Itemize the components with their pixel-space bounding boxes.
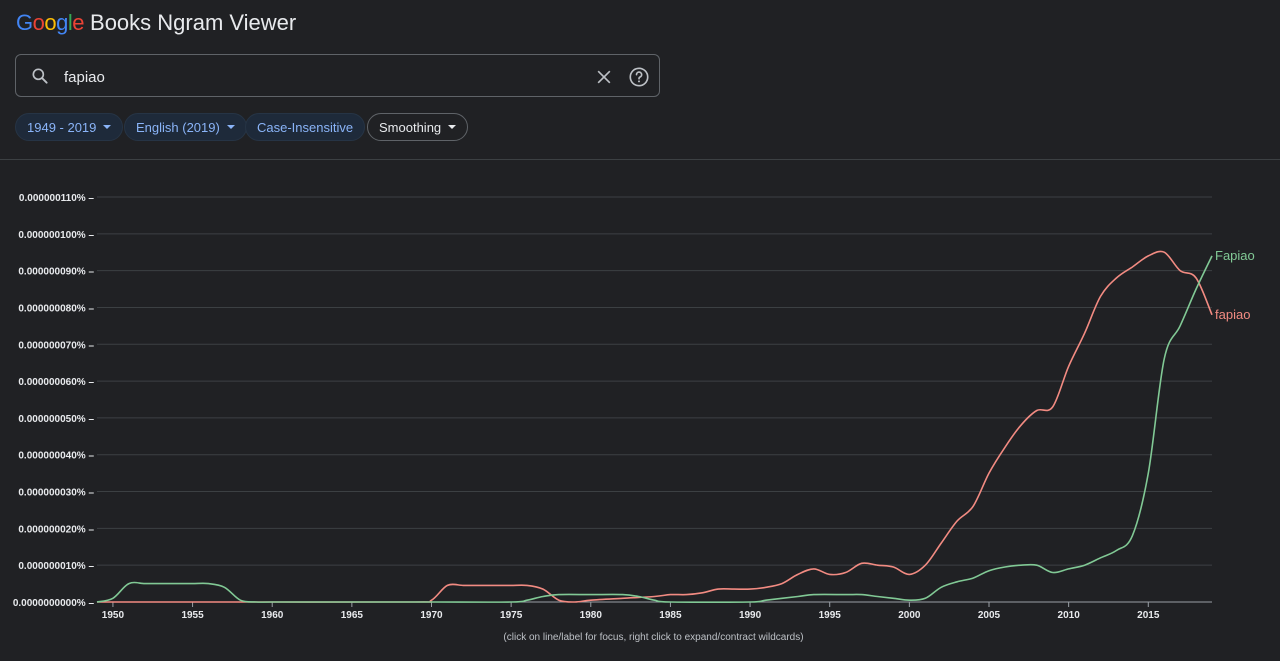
x-tick-label: 1965 — [341, 610, 364, 621]
y-tick-label: 0.000000020% – — [18, 524, 94, 535]
logo-letter: g — [56, 10, 68, 35]
chart-footnote: (click on line/label for focus, right cl… — [503, 632, 804, 643]
y-tick-label: 0.000000090% – — [18, 267, 94, 278]
series-label[interactable]: fapiao — [1215, 307, 1250, 322]
x-tick-label: 1950 — [102, 610, 125, 621]
logo-letter: o — [32, 10, 45, 35]
x-tick-label: 1980 — [580, 610, 603, 621]
google-logo: Google — [16, 10, 85, 36]
y-tick-label: 0.000000030% – — [18, 488, 94, 499]
series-label[interactable]: Fapiao — [1215, 248, 1255, 263]
help-icon[interactable] — [628, 66, 650, 88]
search-input[interactable] — [62, 64, 566, 90]
y-tick-label: 0.000000100% – — [18, 230, 94, 241]
x-tick-label: 1995 — [819, 610, 842, 621]
y-tick-label: 0.000000050% – — [18, 414, 94, 425]
corpus-chip[interactable]: English (2019) — [124, 113, 247, 141]
y-tick-label: 0.000000080% – — [18, 303, 94, 314]
x-tick-label: 2000 — [898, 610, 921, 621]
series-line[interactable] — [96, 255, 1213, 604]
divider — [0, 159, 1280, 160]
smoothing-chip[interactable]: Smoothing — [367, 113, 469, 141]
y-tick-label: 0.000000040% – — [18, 451, 94, 462]
x-tick-label: 1985 — [659, 610, 682, 621]
logo-letter: l — [67, 10, 73, 35]
search-icon[interactable] — [30, 66, 50, 86]
y-tick-label: 0.000000110% – — [19, 193, 95, 204]
chevron-down-icon — [103, 125, 112, 129]
y-tick-label: 0.000000060% – — [18, 377, 94, 388]
year-range-chip[interactable]: 1949 - 2019 — [15, 113, 124, 141]
logo-letter: G — [16, 10, 33, 35]
x-tick-label: 2015 — [1137, 610, 1160, 621]
search-box — [15, 54, 660, 97]
x-tick-label: 1970 — [420, 610, 443, 621]
x-tick-label: 2010 — [1058, 610, 1081, 621]
corpus-label: English (2019) — [136, 119, 220, 135]
app-title: Books Ngram Viewer — [90, 10, 297, 35]
year-range-label: 1949 - 2019 — [27, 119, 97, 135]
case-label: Case-Insensitive — [257, 119, 354, 135]
close-icon[interactable] — [594, 67, 614, 87]
ngram-chart[interactable]: 0.0000000000% – 0.000000010% – 0.000000020… — [0, 170, 1280, 630]
case-chip[interactable]: Case-Insensitive — [245, 113, 366, 141]
logo-letter: o — [44, 10, 57, 35]
x-tick-label: 1990 — [739, 610, 762, 621]
smoothing-label: Smoothing — [379, 119, 442, 135]
chevron-down-icon — [226, 125, 235, 129]
x-tick-label: 2005 — [978, 610, 1001, 621]
y-tick-label: 0.000000070% – — [18, 340, 94, 351]
app-logo[interactable]: Google Books Ngram Viewer — [16, 10, 296, 38]
y-tick-label: 0.0000000000% – — [13, 598, 95, 609]
x-tick-label: 1975 — [500, 610, 523, 621]
series-line[interactable] — [96, 250, 1213, 603]
x-tick-label: 1960 — [261, 610, 284, 621]
y-tick-label: 0.000000010% – — [18, 561, 94, 572]
chevron-down-icon — [448, 125, 457, 129]
logo-letter: e — [72, 10, 85, 35]
x-tick-label: 1955 — [181, 610, 204, 621]
